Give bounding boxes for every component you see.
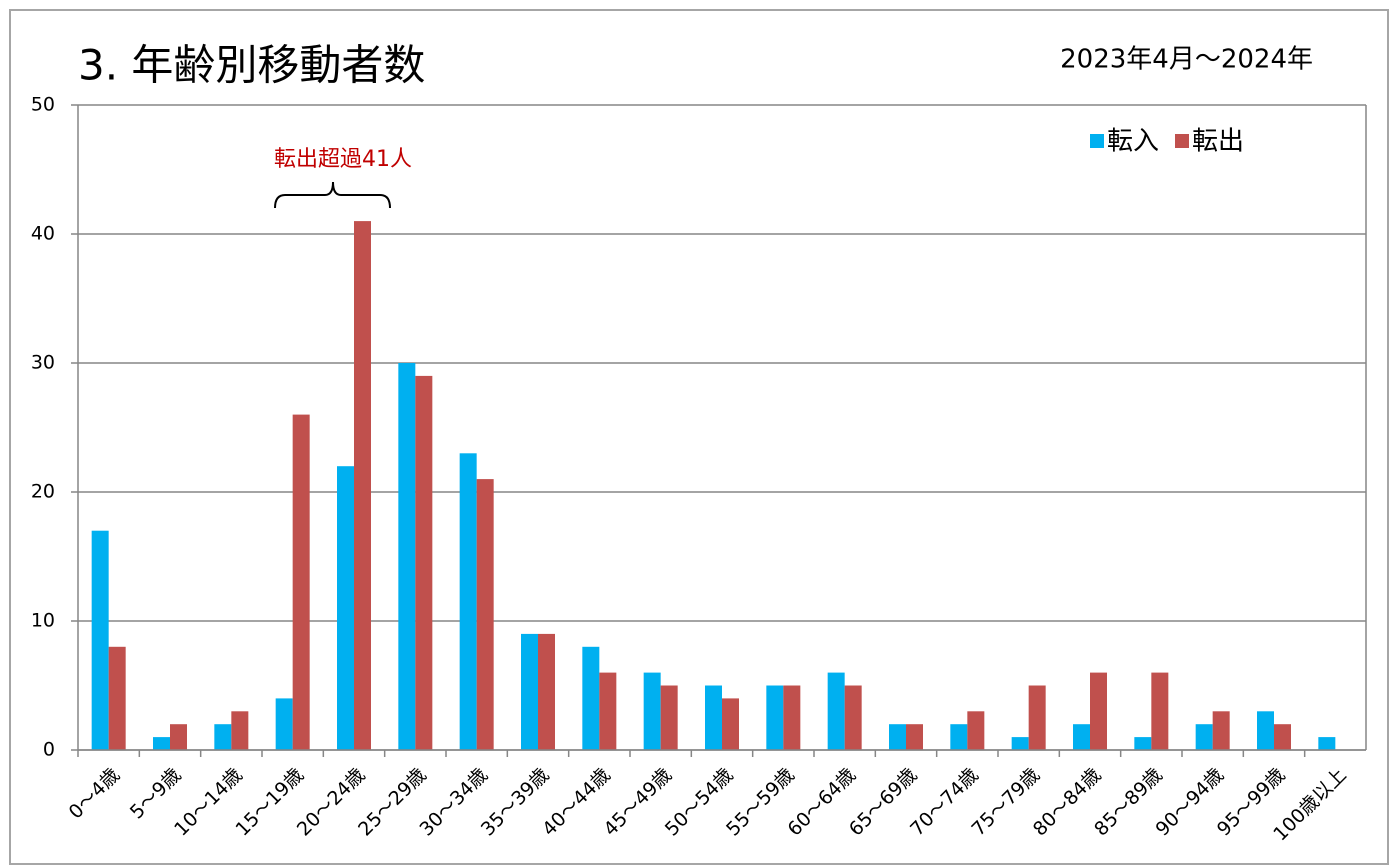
bar	[1090, 672, 1107, 750]
bar	[783, 685, 801, 750]
bar	[170, 724, 187, 750]
bar	[705, 685, 722, 750]
bar	[950, 724, 968, 750]
bar	[722, 698, 739, 750]
bar	[153, 737, 170, 750]
chart-title: 3. 年齢別移動者数	[78, 41, 425, 90]
legend-label: 転入	[1107, 127, 1159, 157]
bar	[766, 685, 784, 750]
bar	[1028, 685, 1046, 750]
chart-subtitle: 2023年4月～2024年	[1060, 45, 1313, 75]
bar	[337, 466, 354, 750]
bar	[1151, 672, 1169, 750]
bar	[1318, 737, 1336, 750]
y-tick-label: 40	[31, 223, 55, 245]
bar	[643, 672, 661, 750]
y-tick-label: 50	[31, 94, 55, 116]
bar	[231, 711, 249, 750]
bar	[906, 724, 923, 750]
bar	[91, 530, 109, 750]
legend-label: 転出	[1192, 127, 1244, 157]
annotation: 転出超過41人	[274, 147, 412, 172]
bar	[1134, 737, 1152, 750]
bar	[599, 672, 617, 750]
y-tick-label: 30	[31, 352, 55, 374]
bar	[292, 414, 310, 750]
bar	[398, 363, 416, 750]
bar	[827, 672, 845, 750]
bar	[1011, 737, 1029, 750]
bar	[214, 724, 232, 750]
bar	[521, 633, 538, 750]
bar	[844, 685, 862, 750]
bar	[108, 646, 126, 750]
bar	[582, 646, 600, 750]
bar	[889, 724, 906, 750]
legend-swatch	[1175, 134, 1189, 148]
bar	[1073, 724, 1090, 750]
y-tick-label: 0	[43, 739, 55, 761]
bar	[967, 711, 985, 750]
bar	[354, 221, 371, 751]
legend-swatch	[1090, 134, 1104, 148]
bar	[1212, 711, 1230, 750]
bar	[275, 698, 293, 750]
bar	[415, 375, 433, 750]
bar	[538, 633, 555, 750]
bar	[459, 453, 477, 750]
bar	[1274, 724, 1291, 750]
bar	[1195, 724, 1213, 750]
bar	[1257, 711, 1274, 750]
bar	[476, 479, 494, 750]
bar	[660, 685, 678, 750]
brace	[274, 181, 391, 209]
y-tick-label: 10	[31, 610, 55, 632]
y-tick-label: 20	[31, 481, 55, 503]
